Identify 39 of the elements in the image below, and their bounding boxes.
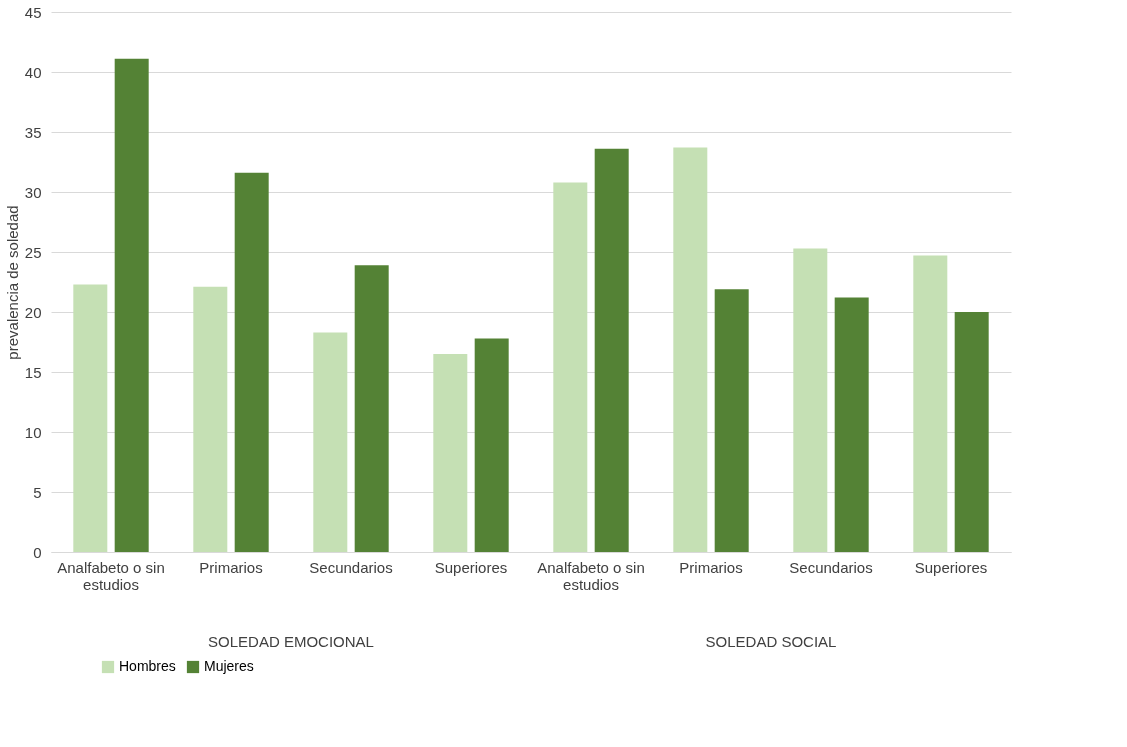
bar bbox=[114, 58, 149, 552]
y-tick-label: 45 bbox=[24, 3, 42, 21]
bar bbox=[913, 255, 948, 552]
legend-label: Hombres bbox=[119, 658, 176, 674]
bar bbox=[234, 172, 269, 552]
y-tick-label: 30 bbox=[24, 183, 42, 201]
text: SOLEDAD SOCIAL bbox=[705, 633, 837, 650]
bar bbox=[553, 182, 588, 552]
x-tick-label: Analfabeto o sin estudios bbox=[537, 558, 645, 593]
y-tick-label: 25 bbox=[24, 243, 42, 261]
x-tick-label: Analfabeto o sin estudios bbox=[57, 558, 165, 593]
bar bbox=[834, 297, 869, 552]
x-tick-label: Primarios bbox=[199, 558, 263, 576]
bar bbox=[673, 147, 708, 552]
bar bbox=[354, 265, 389, 552]
bar bbox=[714, 289, 749, 552]
x-tick-label: Superiores bbox=[434, 558, 508, 576]
x-tick-label: Secundarios bbox=[789, 558, 873, 576]
bar bbox=[433, 354, 468, 552]
bar bbox=[313, 332, 348, 552]
y-axis-title: prevalencia de soledad bbox=[3, 205, 21, 360]
y-tick-label: 20 bbox=[24, 303, 42, 321]
y-tick-label: 15 bbox=[24, 363, 42, 381]
bar bbox=[594, 148, 629, 552]
x-tick-label: Superiores bbox=[914, 558, 988, 576]
bar bbox=[193, 286, 228, 552]
x-tick-label: Secundarios bbox=[309, 558, 393, 576]
y-tick-label: 0 bbox=[33, 543, 42, 561]
bar bbox=[793, 248, 828, 552]
bar bbox=[954, 312, 989, 552]
y-tick-label: 5 bbox=[33, 483, 42, 501]
text: SOLEDAD EMOCIONAL bbox=[208, 633, 374, 650]
legend-label: Mujeres bbox=[204, 658, 254, 674]
bar bbox=[474, 338, 509, 552]
x-tick-label: Primarios bbox=[679, 558, 743, 576]
bar bbox=[73, 284, 108, 552]
y-tick-label: 40 bbox=[24, 63, 42, 81]
y-tick-label: 10 bbox=[24, 423, 42, 441]
y-tick-label: 35 bbox=[24, 123, 42, 141]
